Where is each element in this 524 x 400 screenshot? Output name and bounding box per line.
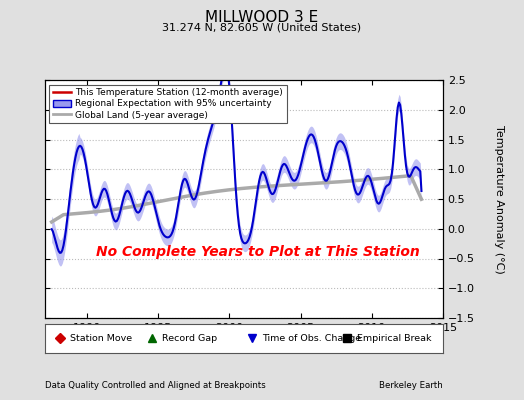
Text: Berkeley Earth: Berkeley Earth [379,381,443,390]
Text: MILLWOOD 3 E: MILLWOOD 3 E [205,10,319,25]
Text: Time of Obs. Change: Time of Obs. Change [261,334,361,343]
Legend: This Temperature Station (12-month average), Regional Expectation with 95% uncer: This Temperature Station (12-month avera… [49,84,287,123]
Y-axis label: Temperature Anomaly (°C): Temperature Anomaly (°C) [494,125,504,273]
Text: Station Move: Station Move [70,334,133,343]
Text: Empirical Break: Empirical Break [357,334,432,343]
Text: 31.274 N, 82.605 W (United States): 31.274 N, 82.605 W (United States) [162,22,362,32]
Text: Record Gap: Record Gap [162,334,217,343]
Text: No Complete Years to Plot at This Station: No Complete Years to Plot at This Statio… [96,245,420,259]
Text: Data Quality Controlled and Aligned at Breakpoints: Data Quality Controlled and Aligned at B… [45,381,265,390]
